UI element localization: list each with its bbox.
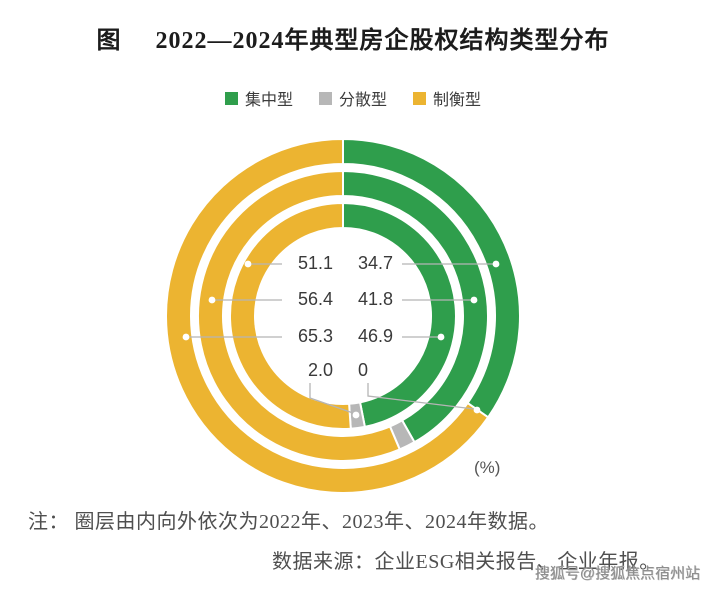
legend-swatch-concentrated <box>224 91 238 105</box>
ring-2024-segment-集中型 <box>342 137 521 419</box>
leader-dot <box>470 296 478 304</box>
value-label-dispersed-2024: 0 <box>358 360 369 380</box>
leader-lines <box>182 260 500 419</box>
legend-swatch-balanced <box>413 91 426 105</box>
leader-dot <box>473 406 481 414</box>
leader-dot <box>208 296 216 304</box>
donut-rings <box>165 137 521 494</box>
value-label-dispersed-2022: 2.0 <box>307 360 333 380</box>
chart-legend: 集中型 分散型 制衡型 <box>0 86 706 110</box>
source-text: 数据来源：企业ESG相关报告、企业年报。 <box>272 551 660 573</box>
value-label-concentrated-2022: 46.9 <box>358 326 394 346</box>
chart-title-prefix: 图 <box>96 28 122 54</box>
chart-title: 图 2022—2024年典型房企股权结构类型分布 <box>0 20 706 55</box>
ring-2022-segment-分散型 <box>348 401 367 430</box>
value-label-balanced-2022: 51.1 <box>297 253 333 273</box>
note-text: 注： 圈层由内向外依次为2022年、2023年、2024年数据。 <box>28 511 549 533</box>
legend-item-concentrated: 集中型 <box>224 86 293 110</box>
value-label-balanced-2023: 56.4 <box>297 289 333 309</box>
leader-dot <box>492 260 500 268</box>
ring-2024-segment-制衡型 <box>165 137 490 494</box>
value-label-concentrated-2024: 34.7 <box>358 253 394 273</box>
leader-dot <box>244 260 252 268</box>
leader-dot <box>437 333 445 341</box>
legend-label-concentrated: 集中型 <box>244 92 293 109</box>
value-label-balanced-2024: 65.3 <box>297 326 333 346</box>
leader-line <box>367 383 475 410</box>
legend-label-dispersed: 分散型 <box>338 92 387 109</box>
legend-item-dispersed: 分散型 <box>318 86 387 110</box>
value-label-concentrated-2023: 41.8 <box>358 289 394 309</box>
leader-dot <box>352 411 360 419</box>
ring-2022-segment-集中型 <box>342 201 457 429</box>
leader-dots <box>182 260 500 419</box>
ring-2022-segment-制衡型 <box>228 201 352 430</box>
unit-label: (%) <box>474 458 501 477</box>
legend-swatch-dispersed <box>318 91 332 105</box>
leader-line <box>309 383 354 414</box>
legend-label-balanced: 制衡型 <box>433 92 482 109</box>
legend-item-balanced: 制衡型 <box>413 86 481 110</box>
ring-2023-segment-分散型 <box>388 419 416 451</box>
ring-2023-segment-制衡型 <box>196 169 402 462</box>
watermark: 搜狐号@搜狐焦点宿州站 <box>534 565 700 582</box>
chart-title-text: 2022—2024年典型房企股权结构类型分布 <box>155 28 610 54</box>
leader-dot <box>182 333 190 341</box>
